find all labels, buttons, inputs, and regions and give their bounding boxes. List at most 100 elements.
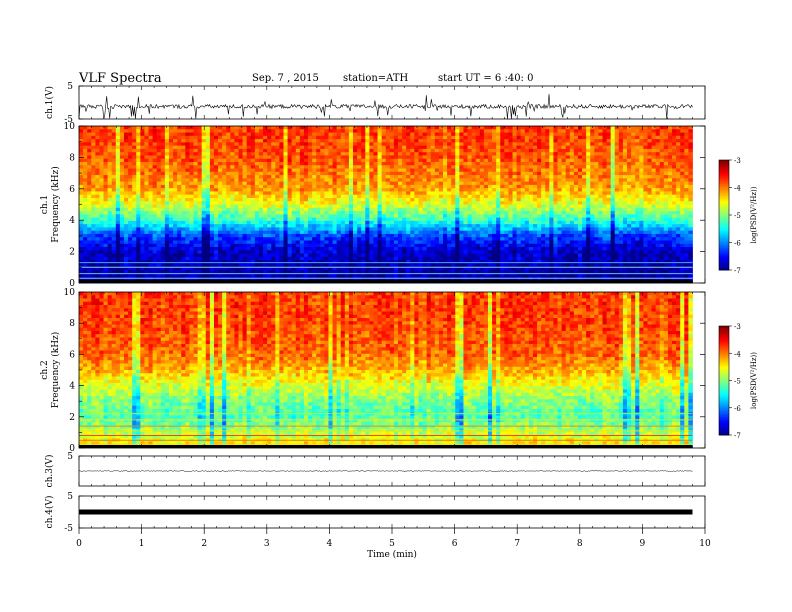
spectrogram-cell xyxy=(242,263,248,268)
spectrogram-cell xyxy=(148,191,154,196)
spectrogram-cell xyxy=(222,260,227,264)
spectrogram-cell xyxy=(234,168,239,173)
spectrogram-cell xyxy=(410,273,415,277)
spectrogram-cell xyxy=(263,201,268,205)
spectrogram-cell xyxy=(123,152,129,156)
spectrogram-cell xyxy=(111,233,117,238)
spectrogram-cell xyxy=(111,204,117,209)
spectrogram-cell xyxy=(303,214,309,218)
spectrogram-cell xyxy=(201,204,207,209)
spectrogram-cell xyxy=(410,269,415,274)
spectrogram-cell xyxy=(316,135,321,140)
spectrogram-cell xyxy=(181,224,186,228)
spectrogram-cell xyxy=(177,250,182,254)
spectrogram-cell xyxy=(479,247,485,251)
spectrogram-cell xyxy=(185,253,190,258)
spectrogram-cell xyxy=(381,217,387,222)
spectrogram-cell xyxy=(402,161,407,166)
spectrogram-cell xyxy=(451,168,456,173)
spectrogram-cell xyxy=(459,230,464,235)
spectrogram-cell xyxy=(402,135,407,140)
spectrogram-cell xyxy=(115,181,121,186)
spectrogram-cell xyxy=(443,230,448,235)
spectrogram-cell xyxy=(205,269,211,274)
spectrogram-cell xyxy=(213,240,219,245)
spectrogram-cell xyxy=(79,129,84,133)
spectrogram-cell xyxy=(438,201,444,205)
spectrogram-cell xyxy=(320,148,325,153)
spectrogram-cell xyxy=(95,129,100,133)
spectrogram-cell xyxy=(222,139,227,143)
spectrogram-cell xyxy=(164,207,170,212)
spectrogram-cell xyxy=(230,152,235,156)
spectrogram-cell xyxy=(132,207,137,212)
spectrogram-cell xyxy=(103,175,109,179)
spectrogram-cell xyxy=(426,233,432,238)
spectrogram-cell xyxy=(373,135,378,140)
spectrogram-cell xyxy=(193,175,199,179)
spectrogram-cell xyxy=(324,142,329,147)
spectrogram-cell xyxy=(209,142,215,147)
spectrogram-cell xyxy=(487,250,493,254)
spectrogram-cell xyxy=(283,191,288,196)
spectrogram-cell xyxy=(443,129,448,133)
spectrogram-cell xyxy=(393,161,399,166)
spectrogram-cell xyxy=(246,214,252,218)
spectrogram-cell xyxy=(213,155,219,160)
spectrogram-cell xyxy=(152,250,158,254)
spectrogram-cell xyxy=(443,227,448,232)
spectrogram-cell xyxy=(398,260,403,264)
spectrogram-cell xyxy=(148,247,154,251)
spectrogram-cell xyxy=(258,237,264,241)
spectrogram-cell xyxy=(246,250,252,254)
spectrogram-cell xyxy=(402,250,407,254)
spectrogram-cell xyxy=(279,230,284,235)
spectrogram-cell xyxy=(500,260,505,264)
spectrogram-cell xyxy=(123,178,129,182)
spectrogram-cell xyxy=(381,145,387,150)
spectrogram-cell xyxy=(402,260,407,264)
spectrogram-cell xyxy=(340,139,346,143)
spectrogram-cell xyxy=(340,126,346,130)
spectrogram-cell xyxy=(193,230,199,235)
spectrogram-cell xyxy=(475,224,481,228)
spectrogram-cell xyxy=(434,214,440,218)
spectrogram-cell xyxy=(234,158,239,163)
spectrogram-cell xyxy=(189,224,194,228)
spectrogram-cell xyxy=(443,139,448,143)
spectrogram-cell xyxy=(483,191,489,196)
spectrogram-cell xyxy=(271,181,276,186)
spectrogram-cell xyxy=(430,217,436,222)
spectrogram-cell xyxy=(393,145,399,150)
spectrogram-cell xyxy=(492,165,497,169)
spectrogram-cell xyxy=(144,139,149,143)
spectrogram-cell xyxy=(185,194,190,199)
spectrogram-cell xyxy=(177,237,182,241)
spectrogram-cell xyxy=(107,243,113,248)
spectrogram-cell xyxy=(181,161,186,166)
spectrogram-cell xyxy=(406,263,411,268)
spectrogram-cell xyxy=(263,256,268,261)
spectrogram-cell xyxy=(389,132,395,137)
spectrogram-cell xyxy=(83,194,88,199)
spectrogram-cell xyxy=(140,181,145,186)
spectrogram-cell xyxy=(332,204,338,209)
spectrogram-cell xyxy=(447,214,452,218)
spectrogram-cell xyxy=(164,155,170,160)
spectrogram-cell xyxy=(267,237,272,241)
spectrogram-cell xyxy=(434,197,440,202)
spectrogram-cell xyxy=(218,126,223,130)
spectrogram-cell xyxy=(414,191,419,196)
spectrogram-cell xyxy=(402,197,407,202)
spectrogram-cell xyxy=(492,269,497,274)
spectrogram-cell xyxy=(83,178,88,182)
spectrogram-cell xyxy=(418,253,423,258)
spectrogram-cell xyxy=(504,129,509,133)
spectrogram-cell xyxy=(467,201,473,205)
spectrogram-cell xyxy=(115,243,121,248)
spectrogram-cell xyxy=(496,168,501,173)
spectrogram-cell xyxy=(246,220,252,225)
spectrogram-cell xyxy=(393,142,399,147)
spectrogram-cell xyxy=(357,129,362,133)
spectrogram-cell xyxy=(136,207,141,212)
